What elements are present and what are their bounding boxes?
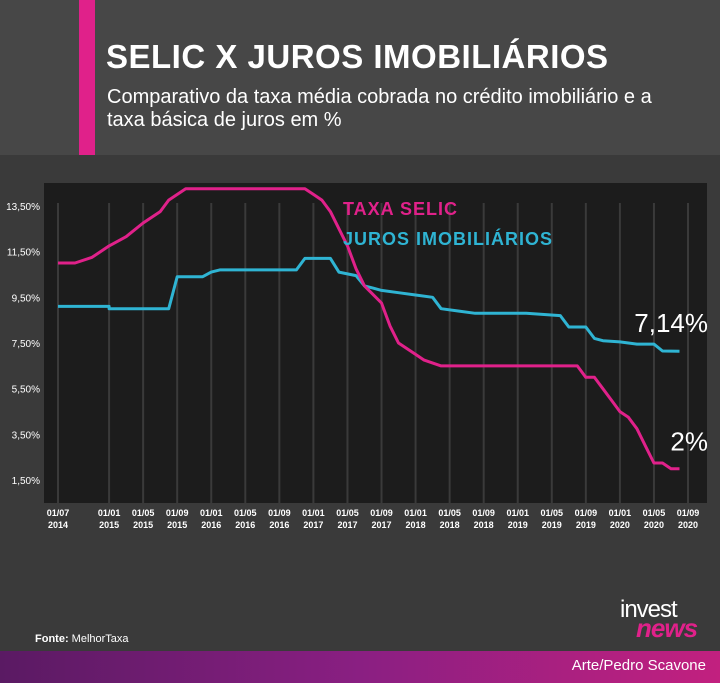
y-axis: 13,50% 11,50% 9,50% 7,50% 5,50% 3,50% 1,50% — [6, 202, 40, 487]
x-axis: 01/07 2014 01/01 2015 01/05 2015 01/09 2015 01/0… — [47, 508, 700, 530]
legend-imob: JUROS IMOBILIÁRIOS — [343, 228, 553, 249]
source-note: Fonte: MelhorTaxa — [35, 633, 129, 645]
x-tick-label: 2017 — [303, 520, 323, 530]
x-tick-label: 01/01 — [506, 508, 529, 518]
x-tick-label: 2020 — [610, 520, 630, 530]
x-tick-label: 01/09 — [472, 508, 495, 518]
x-tick-label: 01/07 — [47, 508, 70, 518]
y-tick-label: 9,50% — [12, 293, 40, 304]
x-tick-label: 2018 — [440, 520, 460, 530]
logo-invest-text: invest — [620, 596, 678, 623]
x-tick-label: 01/09 — [268, 508, 291, 518]
annotations: 7,14% 2% — [634, 308, 708, 456]
x-tick-label: 2019 — [542, 520, 562, 530]
x-tick-label: 01/09 — [166, 508, 189, 518]
accent-bar — [79, 0, 95, 155]
y-tick-label: 3,50% — [12, 430, 40, 441]
source-label: Fonte: — [35, 633, 69, 645]
plot-area — [44, 183, 707, 503]
y-tick-label: 5,50% — [12, 385, 40, 396]
x-tick-label: 2020 — [678, 520, 698, 530]
x-tick-label: 2016 — [235, 520, 255, 530]
imob-end-label: 7,14% — [634, 308, 708, 338]
x-tick-label: 2018 — [474, 520, 494, 530]
x-tick-label: 01/05 — [336, 508, 359, 518]
x-tick-label: 01/01 — [404, 508, 427, 518]
chart-title: SELIC X JUROS IMOBILIÁRIOS — [106, 38, 609, 75]
x-tick-label: 01/05 — [438, 508, 461, 518]
x-tick-label: 2018 — [406, 520, 426, 530]
x-tick-label: 2016 — [269, 520, 289, 530]
chart: 13,50% 11,50% 9,50% 7,50% 5,50% 3,50% 1,50% 01… — [6, 183, 708, 530]
x-tick-label: 2017 — [371, 520, 391, 530]
x-tick-label: 01/01 — [609, 508, 632, 518]
x-tick-label: 2020 — [644, 520, 664, 530]
x-tick-label: 2017 — [337, 520, 357, 530]
header: SELIC X JUROS IMOBILIÁRIOS Comparativo d… — [0, 0, 720, 155]
source-value: MelhorTaxa — [71, 633, 129, 645]
x-tick-label: 2019 — [508, 520, 528, 530]
logo-news-text: news — [636, 613, 698, 643]
x-tick-label: 01/01 — [98, 508, 121, 518]
footer-bar: Arte/Pedro Scavone — [0, 651, 720, 683]
investnews-logo: invest news — [620, 596, 710, 643]
selic-end-label: 2% — [670, 427, 708, 457]
x-tick-label: 01/05 — [541, 508, 564, 518]
imob-line — [58, 256, 680, 353]
x-tick-label: 01/05 — [234, 508, 257, 518]
y-tick-label: 11,50% — [7, 248, 40, 259]
x-tick-label: 01/09 — [370, 508, 393, 518]
x-tick-label: 2016 — [201, 520, 221, 530]
y-tick-label: 1,50% — [12, 476, 40, 487]
x-tick-label: 01/09 — [677, 508, 700, 518]
x-tick-label: 2015 — [99, 520, 119, 530]
series-lines — [58, 187, 680, 471]
x-tick-label: 01/09 — [575, 508, 598, 518]
x-tick-label: 01/01 — [302, 508, 325, 518]
y-tick-label: 7,50% — [12, 339, 40, 350]
x-tick-label: 01/05 — [132, 508, 155, 518]
x-tick-label: 2015 — [167, 520, 187, 530]
x-tick-label: 2014 — [48, 520, 68, 530]
legend-selic: TAXA SELIC — [343, 199, 458, 219]
chart-subtitle: Comparativo da taxa média cobrada no cré… — [107, 86, 652, 131]
credit: Arte/Pedro Scavone — [571, 657, 706, 674]
x-tick-label: 01/05 — [643, 508, 666, 518]
y-tick-label: 13,50% — [6, 202, 40, 213]
x-tick-label: 01/01 — [200, 508, 223, 518]
selic-line — [58, 187, 680, 471]
x-tick-label: 2019 — [576, 520, 596, 530]
x-tick-label: 2015 — [133, 520, 153, 530]
